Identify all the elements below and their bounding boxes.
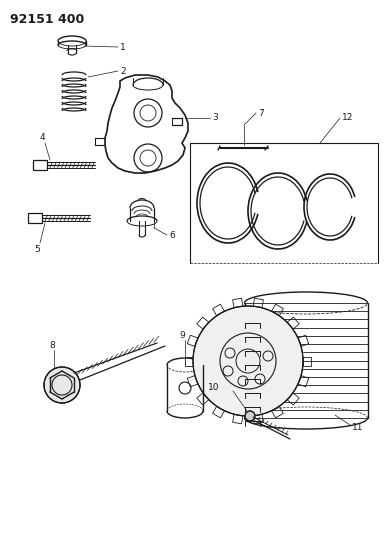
Text: 7: 7: [258, 109, 264, 117]
Circle shape: [245, 411, 255, 421]
Text: 12: 12: [342, 114, 353, 123]
Text: 92151 400: 92151 400: [10, 13, 84, 26]
Text: 4: 4: [39, 133, 45, 141]
Text: 6: 6: [169, 230, 175, 239]
Text: 3: 3: [212, 114, 218, 123]
Text: 1: 1: [120, 43, 126, 52]
Text: 11: 11: [352, 423, 364, 432]
Text: 2: 2: [120, 67, 126, 76]
Circle shape: [193, 306, 303, 416]
Text: 10: 10: [208, 384, 219, 392]
Text: 5: 5: [34, 246, 40, 254]
Text: 8: 8: [49, 341, 55, 350]
Bar: [28, 213, 42, 223]
Circle shape: [44, 367, 80, 403]
Bar: [33, 160, 47, 170]
Text: 9: 9: [179, 330, 185, 340]
